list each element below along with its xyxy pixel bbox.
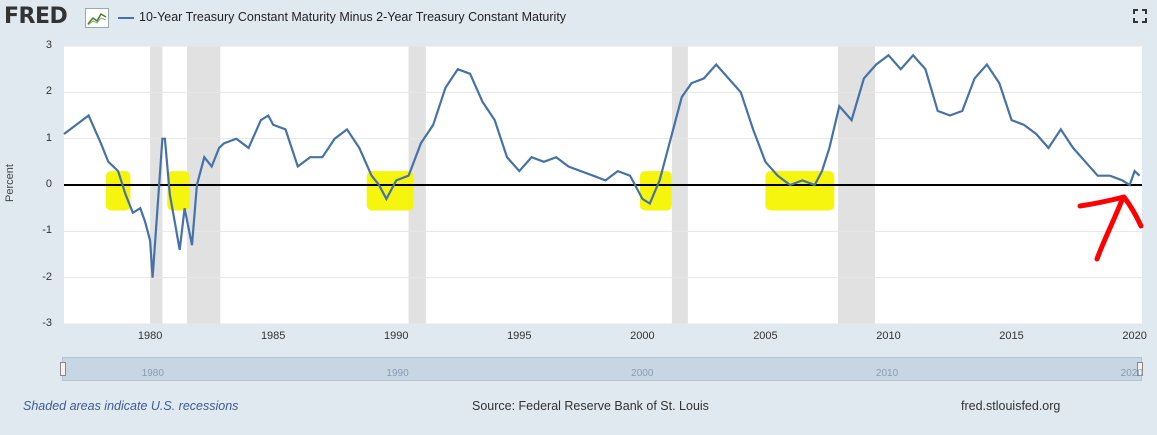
x-tick-label: 2000 — [630, 330, 655, 342]
navigator-label: 1980 — [141, 368, 164, 379]
navigator-label: 2010 — [875, 368, 899, 379]
y-tick-label: -1 — [42, 224, 52, 237]
range-navigator[interactable] — [62, 357, 1142, 381]
chart-title: 10-Year Treasury Constant Maturity Minus… — [139, 10, 567, 24]
fred-logo[interactable]: FRED — [4, 4, 68, 29]
x-tick-label: 2020 — [1122, 330, 1147, 342]
recession-note[interactable]: Shaded areas indicate U.S. recessions — [23, 399, 239, 413]
fullscreen-icon[interactable] — [1133, 9, 1147, 23]
chart-line-icon — [85, 8, 109, 28]
x-tick-label: 2010 — [876, 330, 901, 342]
highlight-mark-4 — [765, 171, 835, 211]
site-link[interactable]: fred.stlouisfed.org — [961, 399, 1061, 413]
series-line — [63, 53, 1141, 278]
x-tick-label: 2005 — [753, 330, 778, 342]
highlight-mark-1 — [167, 171, 190, 211]
x-tick-label: 1985 — [260, 330, 286, 342]
y-tick-label: 1 — [45, 131, 52, 144]
y-tick-label: -3 — [42, 317, 52, 329]
x-tick-label: 1980 — [137, 330, 163, 342]
legend-series-swatch — [118, 17, 134, 19]
x-tick-label: 2015 — [999, 330, 1024, 342]
y-tick-label: 3 — [45, 39, 52, 51]
navigator-right-handle[interactable] — [1137, 362, 1143, 376]
navigator-label: 2020 — [1120, 368, 1143, 379]
navigator-label: 1990 — [386, 368, 409, 379]
y-tick-label: 0 — [45, 178, 52, 190]
y-tick-label: -2 — [42, 270, 52, 283]
source-text: Source: Federal Reserve Bank of St. Loui… — [472, 399, 709, 413]
navigator-left-handle[interactable] — [60, 362, 66, 376]
x-tick-label: 1995 — [507, 330, 532, 342]
navigator-label: 2000 — [631, 368, 654, 379]
x-tick-label: 1990 — [384, 330, 409, 342]
red-arrow-shaft — [1094, 197, 1125, 262]
highlight-mark-0 — [105, 171, 131, 211]
header: FRED 10-Year Treasury Constant Maturity … — [0, 0, 1157, 36]
y-tick-label: 2 — [45, 85, 52, 98]
